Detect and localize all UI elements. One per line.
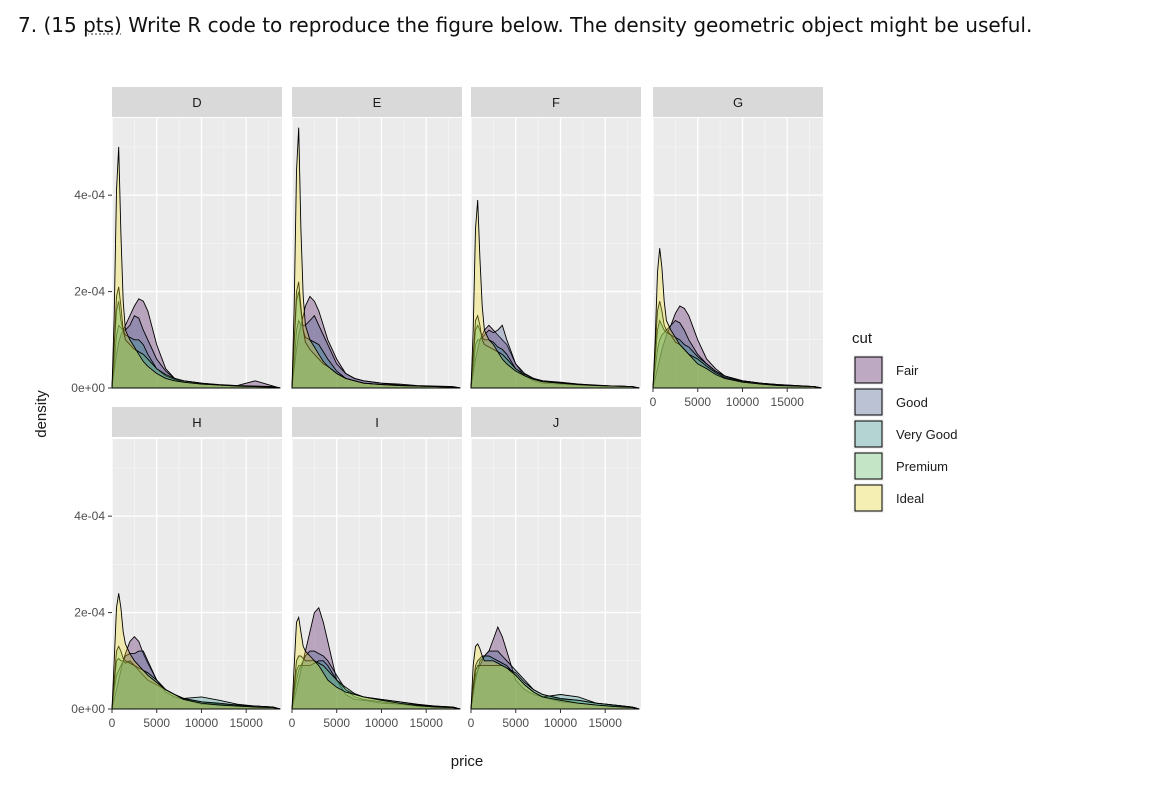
facet-label-f: F: [552, 95, 560, 110]
legend-label: Good: [896, 395, 928, 410]
x-tick-label: 5000: [323, 716, 350, 730]
panel-background-d: [112, 118, 282, 388]
density-area-d-premium: [111, 286, 281, 389]
y-tick-label: 4e-04: [74, 509, 105, 523]
facet-strip-j: [471, 407, 641, 437]
legend-label: Premium: [896, 459, 948, 474]
density-area-h-very-good: [111, 657, 281, 710]
facet-label-j: J: [553, 415, 560, 430]
facet-strip-h: [112, 407, 282, 437]
legend-label: Ideal: [896, 491, 924, 506]
density-area-i-very-good: [291, 660, 461, 710]
facet-label-i: I: [375, 415, 379, 430]
density-area-i-ideal: [291, 615, 461, 710]
panel-background-e: [292, 118, 462, 388]
panel-background-g: [653, 118, 823, 388]
x-tick-label: 10000: [365, 716, 399, 730]
legend-swatch-ideal: [854, 484, 883, 512]
legend-key-background: [853, 483, 884, 513]
facet-strip-e: [292, 87, 462, 117]
facet-strip-d: [112, 87, 282, 117]
x-tick-label: 15000: [589, 716, 623, 730]
density-area-g-very-good: [652, 319, 822, 389]
y-tick-label: 0e+00: [71, 381, 105, 395]
x-axis-title: price: [451, 753, 484, 770]
x-tick-label: 5000: [143, 716, 170, 730]
facet-strip-f: [471, 87, 641, 117]
question-points-word: pts): [83, 13, 122, 37]
density-area-f-ideal: [470, 199, 640, 389]
legend-key-background: [853, 387, 884, 417]
density-area-g-ideal: [652, 248, 822, 389]
y-tick-label: 0e+00: [71, 702, 105, 716]
legend-title: cut: [852, 330, 873, 347]
question-number: 7.: [18, 13, 38, 37]
legend-swatch-premium: [854, 452, 883, 480]
x-tick-label: 0: [289, 716, 296, 730]
y-tick-label: 2e-04: [74, 606, 105, 620]
legend-key-background: [853, 451, 884, 481]
facet-strip-i: [292, 407, 462, 437]
density-area-h-ideal: [111, 593, 281, 710]
legend-label: Very Good: [896, 427, 957, 442]
panel-background-h: [112, 439, 282, 709]
question-points-open: (15: [43, 13, 77, 37]
legend-key-background: [853, 419, 884, 449]
legend-key-background: [853, 355, 884, 385]
legend-swatch-very-good: [854, 420, 883, 448]
legend-swatch-fair: [854, 356, 883, 384]
panel-background-f: [471, 118, 641, 388]
density-area-e-fair: [291, 295, 461, 389]
density-area-e-ideal: [291, 127, 461, 389]
facet-label-d: D: [192, 95, 201, 110]
legend-label: Fair: [896, 363, 919, 378]
y-tick-label: 4e-04: [74, 188, 105, 202]
question-body: Write R code to reproduce the figure bel…: [128, 13, 1033, 37]
density-area-i-premium: [291, 655, 461, 710]
x-tick-label: 15000: [771, 395, 805, 409]
y-tick-label: 2e-04: [74, 285, 105, 299]
density-area-d-ideal: [111, 146, 281, 389]
x-tick-label: 5000: [502, 716, 529, 730]
legend-swatch-good: [854, 388, 883, 416]
x-tick-label: 0: [109, 716, 116, 730]
x-tick-label: 0: [468, 716, 475, 730]
density-area-h-premium: [111, 645, 281, 710]
question-text: 7. (15 pts) Write R code to reproduce th…: [18, 13, 1032, 37]
x-tick-label: 15000: [230, 716, 264, 730]
density-area-j-ideal: [470, 643, 640, 710]
x-tick-label: 10000: [544, 716, 578, 730]
x-tick-label: 15000: [410, 716, 444, 730]
x-tick-label: 10000: [185, 716, 219, 730]
x-tick-label: 5000: [684, 395, 711, 409]
facet-label-e: E: [373, 95, 382, 110]
facet-label-h: H: [192, 415, 201, 430]
facet-strip-g: [653, 87, 823, 117]
x-tick-label: 10000: [726, 395, 760, 409]
x-tick-label: 0: [650, 395, 657, 409]
facet-label-g: G: [733, 95, 743, 110]
y-axis-title: density: [33, 390, 50, 438]
